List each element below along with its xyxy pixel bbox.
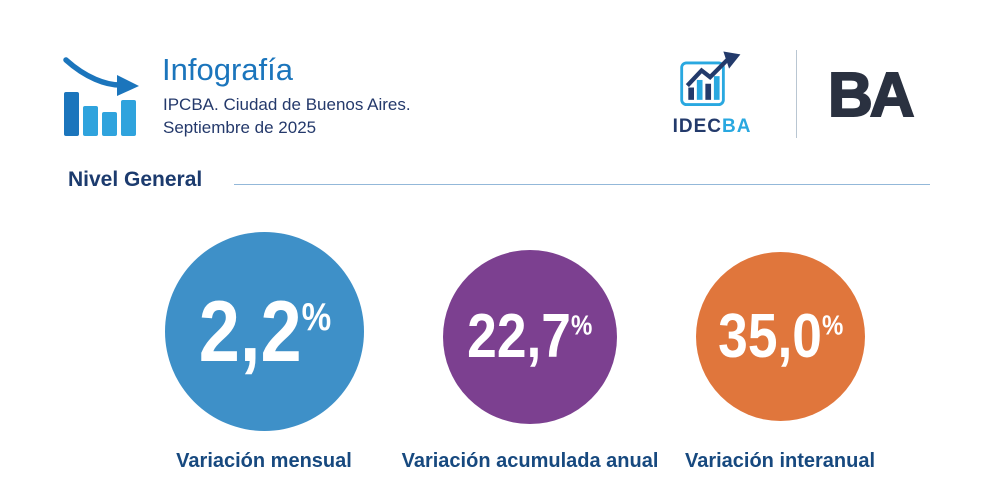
percent-sign: % <box>571 309 593 341</box>
kpi-label-monthly: Variación mensual <box>176 450 352 472</box>
kpi-circle-accumulated: 22,7% <box>443 250 617 424</box>
kpi-number: 35,0 <box>717 301 822 371</box>
kpi-label-accumulated: Variación acumulada anual <box>401 450 659 472</box>
subtitle-line2: Septiembre de 2025 <box>163 118 317 137</box>
idecba-logo: IDECBA <box>662 44 762 138</box>
kpi-value-accumulated: 22,7% <box>467 306 592 368</box>
idecba-wordmark-dark: IDEC <box>672 116 722 137</box>
kpi-circle-monthly: 2,2% <box>165 232 364 431</box>
kpi-number: 22,7 <box>467 302 572 371</box>
subtitle-line1: IPCBA. Ciudad de Buenos Aires. <box>163 95 411 114</box>
section-title: Nivel General <box>68 168 203 191</box>
kpi-circle-interannual: 35,0% <box>696 252 865 421</box>
percent-sign: % <box>821 309 844 341</box>
logo-divider <box>796 50 797 138</box>
kpi-value-monthly: 2,2% <box>198 289 330 375</box>
idecba-wordmark-light: BA <box>721 116 752 137</box>
declining-bar-chart-icon <box>60 50 146 136</box>
kpi-number: 2,2 <box>198 283 302 380</box>
page-title: Infografía <box>162 52 293 87</box>
section-rule <box>234 184 930 185</box>
percent-sign: % <box>301 295 331 339</box>
idecba-chart-icon <box>680 51 741 106</box>
kpi-value-interannual: 35,0% <box>718 305 844 368</box>
buenos-aires-ba-logo: BA <box>827 60 916 131</box>
kpi-label-interannual: Variación interanual <box>684 450 876 472</box>
page-subtitle: IPCBA. Ciudad de Buenos Aires. Septiembr… <box>163 93 411 139</box>
idecba-wordmark: IDECBA <box>662 116 762 138</box>
